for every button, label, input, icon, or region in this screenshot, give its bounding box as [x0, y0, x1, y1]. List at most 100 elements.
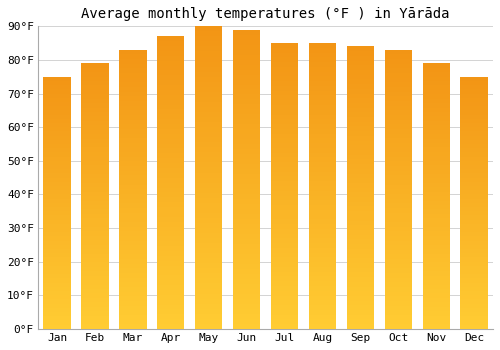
Bar: [384, 236, 412, 240]
Bar: [346, 197, 374, 202]
Bar: [460, 316, 487, 321]
Bar: [195, 198, 222, 203]
Bar: [384, 268, 412, 273]
Bar: [422, 205, 450, 209]
Bar: [82, 289, 108, 293]
Bar: [271, 243, 298, 248]
Bar: [157, 178, 184, 183]
Bar: [119, 273, 146, 278]
Bar: [346, 244, 374, 249]
Bar: [119, 106, 146, 110]
Bar: [271, 129, 298, 134]
Bar: [82, 107, 108, 112]
Bar: [384, 245, 412, 250]
Bar: [271, 138, 298, 143]
Bar: [460, 236, 487, 241]
Bar: [195, 188, 222, 193]
Bar: [422, 187, 450, 192]
Bar: [309, 129, 336, 134]
Bar: [44, 295, 70, 300]
Bar: [119, 129, 146, 134]
Bar: [119, 120, 146, 124]
Bar: [82, 249, 108, 254]
Bar: [233, 99, 260, 104]
Bar: [384, 292, 412, 296]
Bar: [346, 56, 374, 61]
Bar: [119, 96, 146, 101]
Bar: [157, 65, 184, 70]
Bar: [460, 77, 487, 81]
Bar: [119, 194, 146, 199]
Bar: [271, 200, 298, 205]
Bar: [157, 105, 184, 110]
Bar: [422, 169, 450, 174]
Bar: [233, 224, 260, 229]
Bar: [460, 144, 487, 148]
Bar: [233, 164, 260, 169]
Bar: [309, 100, 336, 105]
Bar: [346, 277, 374, 282]
Bar: [422, 156, 450, 161]
Bar: [157, 183, 184, 188]
Bar: [384, 87, 412, 92]
Bar: [422, 298, 450, 302]
Bar: [271, 167, 298, 172]
Bar: [460, 152, 487, 156]
Bar: [309, 229, 336, 233]
Bar: [195, 299, 222, 304]
Bar: [271, 186, 298, 191]
Bar: [82, 214, 108, 218]
Title: Average monthly temperatures (°F ) in Yārāda: Average monthly temperatures (°F ) in Yā…: [82, 7, 450, 21]
Bar: [44, 283, 70, 287]
Bar: [271, 124, 298, 129]
Bar: [119, 68, 146, 73]
Bar: [119, 101, 146, 106]
Bar: [44, 245, 70, 249]
Bar: [233, 219, 260, 224]
Bar: [119, 157, 146, 161]
Bar: [309, 205, 336, 210]
Bar: [384, 138, 412, 143]
Bar: [384, 278, 412, 282]
Bar: [195, 158, 222, 162]
Bar: [271, 162, 298, 167]
Bar: [271, 258, 298, 262]
Bar: [460, 325, 487, 329]
Bar: [422, 165, 450, 169]
Bar: [44, 131, 70, 135]
Bar: [195, 177, 222, 183]
Bar: [422, 231, 450, 236]
Bar: [195, 47, 222, 51]
Bar: [346, 272, 374, 277]
Bar: [422, 192, 450, 196]
Bar: [44, 169, 70, 173]
Bar: [119, 185, 146, 189]
Bar: [44, 211, 70, 215]
Bar: [233, 90, 260, 95]
Bar: [346, 287, 374, 291]
Bar: [195, 102, 222, 107]
Bar: [44, 77, 70, 81]
Bar: [195, 258, 222, 263]
Bar: [82, 209, 108, 214]
Bar: [157, 158, 184, 163]
Bar: [157, 56, 184, 61]
Bar: [271, 253, 298, 258]
Bar: [157, 231, 184, 236]
Bar: [82, 267, 108, 271]
Bar: [82, 143, 108, 147]
Bar: [460, 321, 487, 325]
Bar: [82, 311, 108, 316]
Bar: [119, 115, 146, 120]
Bar: [309, 243, 336, 248]
Bar: [82, 156, 108, 161]
Bar: [271, 143, 298, 148]
Bar: [82, 169, 108, 174]
Bar: [233, 119, 260, 124]
Bar: [233, 204, 260, 209]
Bar: [233, 114, 260, 119]
Bar: [82, 254, 108, 258]
Bar: [460, 177, 487, 182]
Bar: [384, 282, 412, 287]
Bar: [309, 62, 336, 67]
